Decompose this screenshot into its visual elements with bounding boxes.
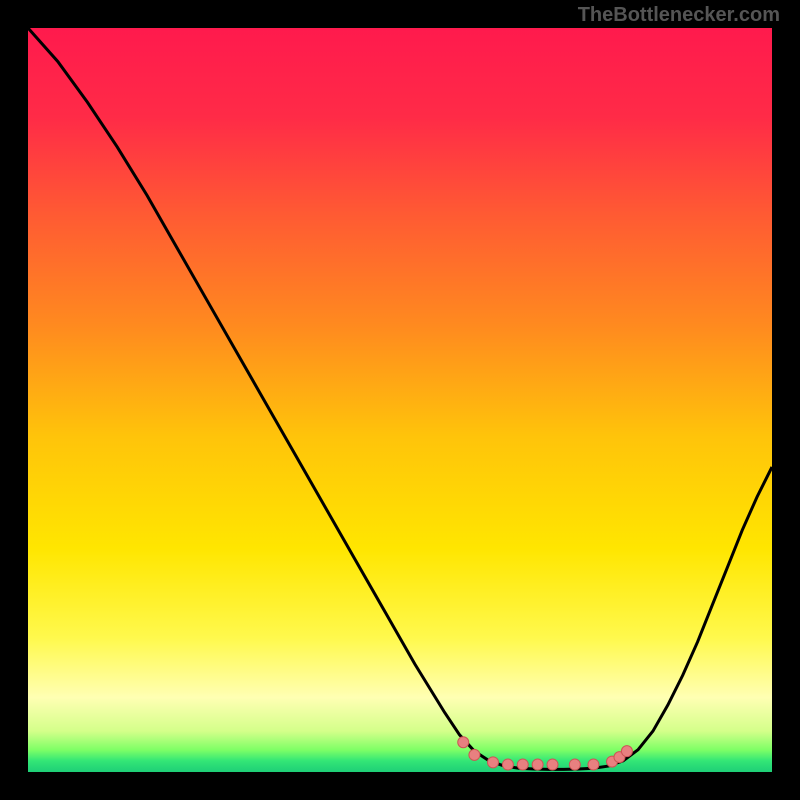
gradient-background [28,28,772,772]
marker-point [517,759,528,770]
marker-point [532,759,543,770]
marker-point [469,749,480,760]
plot-area [28,28,772,772]
marker-point [547,759,558,770]
marker-point [488,757,499,768]
marker-point [588,759,599,770]
watermark-text: TheBottlenecker.com [578,4,780,27]
marker-point [621,746,632,757]
marker-point [569,759,580,770]
chart-svg [28,28,772,772]
marker-point [458,737,469,748]
marker-point [502,759,513,770]
